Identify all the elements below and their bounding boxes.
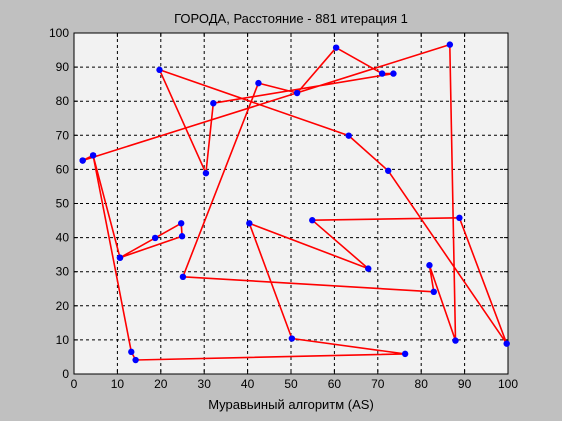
city-point [401,350,409,358]
y-tick-label: 90 [56,60,70,74]
city-point [293,89,301,97]
y-tick-label: 80 [56,94,70,108]
city-point [426,262,433,269]
city-point [151,234,159,242]
city-point [132,356,139,364]
city-point [288,335,296,342]
x-tick-label: 50 [284,377,298,391]
chart-title: ГОРОДА, Расстояние - 881 итерация 1 [174,11,408,26]
series-layer [79,41,510,364]
x-tick-label: 0 [71,377,78,391]
city-point [202,169,210,177]
city-point [177,220,185,227]
city-point [246,220,253,227]
x-tick-label: 100 [498,377,518,391]
city-point [79,157,86,164]
x-tick-label: 40 [241,377,255,391]
city-point [446,41,454,48]
city-point [116,254,124,261]
city-point [178,233,186,240]
city-point [385,167,392,174]
y-tick-label: 20 [56,299,70,313]
city-point [456,214,463,222]
route-line-2 [92,155,183,259]
x-tick-label: 90 [458,377,472,391]
y-tick-label: 50 [56,197,70,211]
city-point [365,265,372,272]
x-axis-label: Муравьиный алгоритм (AS) [208,397,374,412]
city-point [128,348,135,356]
x-tick-label: 10 [111,377,125,391]
y-tick-label: 70 [56,128,70,142]
y-tick-label: 100 [49,26,69,40]
y-tick-label: 30 [56,265,70,279]
city-point [332,44,340,51]
city-point [255,79,262,87]
city-point [378,70,386,77]
city-point [345,132,352,139]
x-tick-label: 80 [415,377,429,391]
x-tick-label: 60 [328,377,342,391]
city-point [503,340,510,347]
y-tick-label: 10 [56,333,70,347]
city-point [430,288,437,296]
tick-layer: 0 10 20 30 40 50 60 70 80 90 100 0 10 20 30 40 50 60 70 80 9… [49,26,518,391]
y-tick-label: 0 [62,367,69,381]
city-point [390,70,397,77]
city-point [179,273,187,281]
y-tick-label: 40 [56,231,70,245]
x-tick-label: 20 [154,377,168,391]
y-tick-label: 60 [56,162,70,176]
x-tick-label: 30 [198,377,212,391]
city-point [309,217,316,224]
x-tick-label: 70 [371,377,385,391]
city-point [156,66,163,74]
city-point [452,337,459,344]
city-point [210,100,217,107]
city-point [89,152,97,159]
